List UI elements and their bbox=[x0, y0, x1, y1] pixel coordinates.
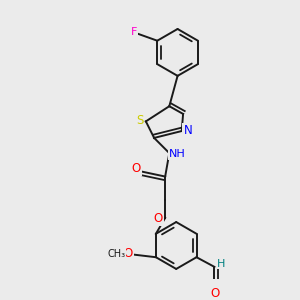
Text: O: O bbox=[154, 212, 163, 225]
Text: O: O bbox=[132, 162, 141, 175]
Text: O: O bbox=[210, 286, 220, 300]
Text: H: H bbox=[217, 259, 226, 269]
Text: S: S bbox=[136, 114, 143, 127]
Text: NH: NH bbox=[169, 148, 186, 159]
Text: F: F bbox=[130, 27, 137, 38]
Text: CH₃: CH₃ bbox=[107, 249, 125, 259]
Text: O: O bbox=[124, 248, 133, 260]
Text: N: N bbox=[183, 124, 192, 137]
